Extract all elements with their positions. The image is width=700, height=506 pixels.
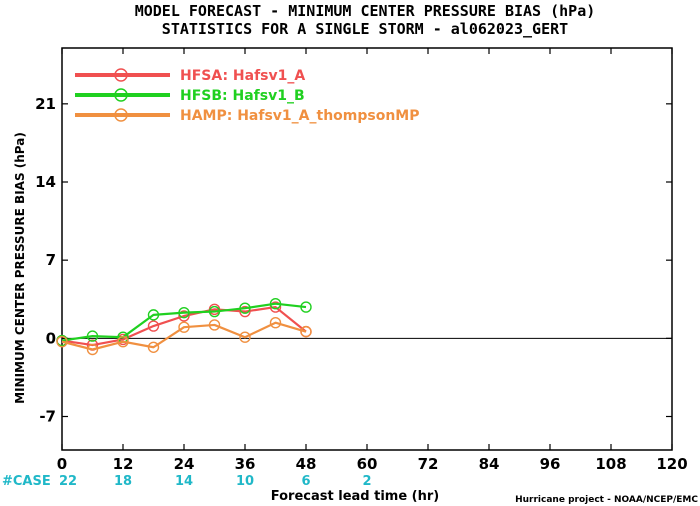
series-point-1 [147,309,160,321]
series-point-0 [178,310,190,322]
series-point-2 [56,335,68,348]
series-point-1 [208,305,221,318]
case-count: 6 [301,474,310,489]
x-tick-label: 60 [357,455,378,473]
x-tick-label: 0 [57,455,67,473]
series-point-2 [178,321,190,333]
case-count: 18 [114,474,132,489]
series-point-2 [208,319,221,331]
legend-marker-2 [114,108,128,122]
case-count: 22 [59,474,77,489]
series-point-1 [178,306,190,319]
case-count: 2 [362,474,371,489]
series-point-2 [117,335,129,348]
legend-marker-0 [114,68,128,82]
y-tick-label: 7 [46,251,56,269]
x-tick-label: 84 [479,455,500,473]
series-point-2 [147,341,160,353]
series-line-0 [61,305,307,347]
chart-subtitle: STATISTICS FOR A SINGLE STORM - al062023… [162,20,568,38]
series-point-2 [269,317,282,329]
chart-title: MODEL FORECAST - MINIMUM CENTER PRESSURE… [135,2,596,20]
y-tick-label: 0 [46,329,56,347]
case-count: 14 [175,474,193,489]
series-line-2 [61,321,307,351]
series-point-0 [239,305,251,318]
case-count-label: #CASE [2,474,51,489]
series-point-2 [86,343,99,356]
x-tick-label: 108 [595,455,626,473]
series-point-1 [300,301,312,313]
x-tick-label: 96 [540,455,561,473]
y-tick-label: 14 [35,173,56,191]
series-point-2 [300,325,312,338]
x-tick-label: 120 [656,455,687,473]
series-point-1 [239,302,251,314]
y-axis-label: MINIMUM CENTER PRESSURE BIAS (hPa) [13,132,27,404]
x-tick-label: 72 [418,455,439,473]
x-tick-label: 48 [296,455,317,473]
case-count: 10 [236,474,254,489]
series-point-1 [269,298,282,310]
y-tick-label: 21 [35,95,56,113]
credit-text: Hurricane project - NOAA/NCEP/EMC [515,495,698,505]
x-tick-label: 12 [113,455,134,473]
y-tick-label: -7 [39,408,56,426]
series-point-0 [147,320,160,332]
legend-label-1: HFSB: Hafsv1_B [180,88,305,104]
legend-label-0: HFSA: Hafsv1_A [180,68,305,84]
series-point-2 [239,331,251,343]
legend-marker-1 [114,88,128,102]
series-point-1 [86,330,99,342]
series-line-1 [61,302,307,342]
x-tick-label: 24 [174,455,195,473]
legend-label-2: HAMP: Hafsv1_A_thompsonMP [180,108,420,124]
x-axis-label: Forecast lead time (hr) [271,489,439,504]
series-point-0 [269,301,282,313]
x-tick-label: 36 [235,455,256,473]
plot-area: 0 12 24 36 48 60 72 84 96 108 120 -7 0 7 14 21 HFSA: Haf… [35,47,688,489]
